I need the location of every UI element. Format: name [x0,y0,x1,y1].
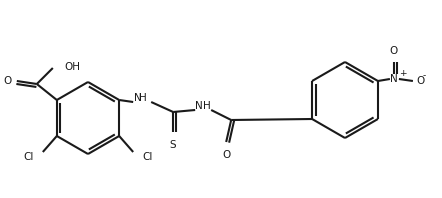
Text: S: S [170,140,176,150]
Text: O: O [222,150,230,160]
Text: O: O [390,46,398,56]
Text: -: - [423,71,426,81]
Text: Cl: Cl [23,152,34,162]
Text: H: H [203,101,211,111]
Text: O: O [416,76,424,86]
Text: N: N [195,101,203,111]
Text: H: H [139,93,147,103]
Text: Cl: Cl [142,152,152,162]
Text: +: + [399,69,406,77]
Text: O: O [4,76,12,86]
Text: N: N [390,74,398,84]
Text: N: N [134,93,142,103]
Text: OH: OH [65,62,81,72]
